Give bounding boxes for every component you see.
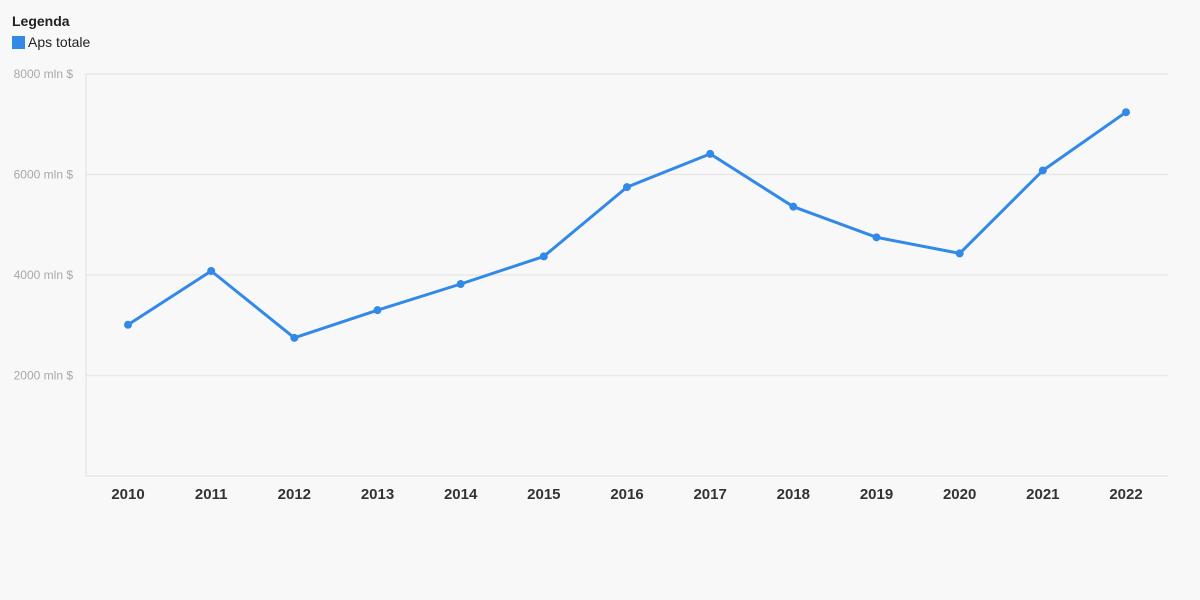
y-tick-label: 2000 mln $ (14, 369, 74, 383)
legend-item[interactable]: Aps totale (12, 33, 90, 51)
x-tick-label: 2015 (527, 486, 560, 503)
x-tick-label: 2010 (111, 486, 144, 503)
y-tick-label: 8000 mln $ (14, 67, 74, 81)
data-point[interactable] (290, 333, 299, 342)
x-tick-label: 2019 (860, 486, 893, 503)
data-point[interactable] (955, 249, 964, 258)
data-point[interactable] (706, 149, 715, 158)
x-tick-label: 2018 (777, 486, 810, 503)
legend: Legenda Aps totale (12, 12, 90, 51)
data-point[interactable] (207, 266, 216, 275)
x-tick-label: 2017 (693, 486, 726, 503)
x-tick-label: 2013 (361, 486, 394, 503)
legend-item-label: Aps totale (28, 34, 91, 50)
x-tick-label: 2022 (1109, 486, 1142, 503)
series-line (127, 110, 1127, 340)
data-point[interactable] (872, 233, 881, 242)
data-point[interactable] (373, 306, 382, 315)
points-layer (124, 108, 1130, 342)
x-tick-label: 2016 (610, 486, 643, 503)
data-point[interactable] (124, 320, 132, 329)
data-point[interactable] (623, 183, 631, 192)
series-layer (127, 110, 1127, 340)
x-tick-label: 2021 (1026, 486, 1059, 503)
legend-swatch (12, 35, 25, 49)
legend-title: Legenda (12, 13, 70, 29)
grid-layer (85, 73, 1168, 477)
x-tick-label: 2011 (195, 486, 228, 503)
x-tick-label: 2014 (444, 486, 478, 503)
y-axis-ticks: 2000 mln $ 4000 mln $ 6000 mln $ 8000 mln $ (14, 67, 74, 383)
data-point[interactable] (539, 252, 548, 261)
data-point[interactable] (456, 280, 465, 289)
x-tick-label: 2012 (278, 486, 311, 503)
data-point[interactable] (1038, 166, 1047, 175)
y-tick-label: 4000 mln $ (14, 268, 74, 282)
x-axis-ticks: 2010 2011 2012 2013 2014 2015 2016 2017 2018 2019… (111, 486, 1142, 503)
data-point[interactable] (789, 202, 798, 211)
data-point[interactable] (1122, 108, 1130, 117)
y-tick-label: 6000 mln $ (14, 168, 74, 182)
x-tick-label: 2020 (943, 486, 976, 503)
